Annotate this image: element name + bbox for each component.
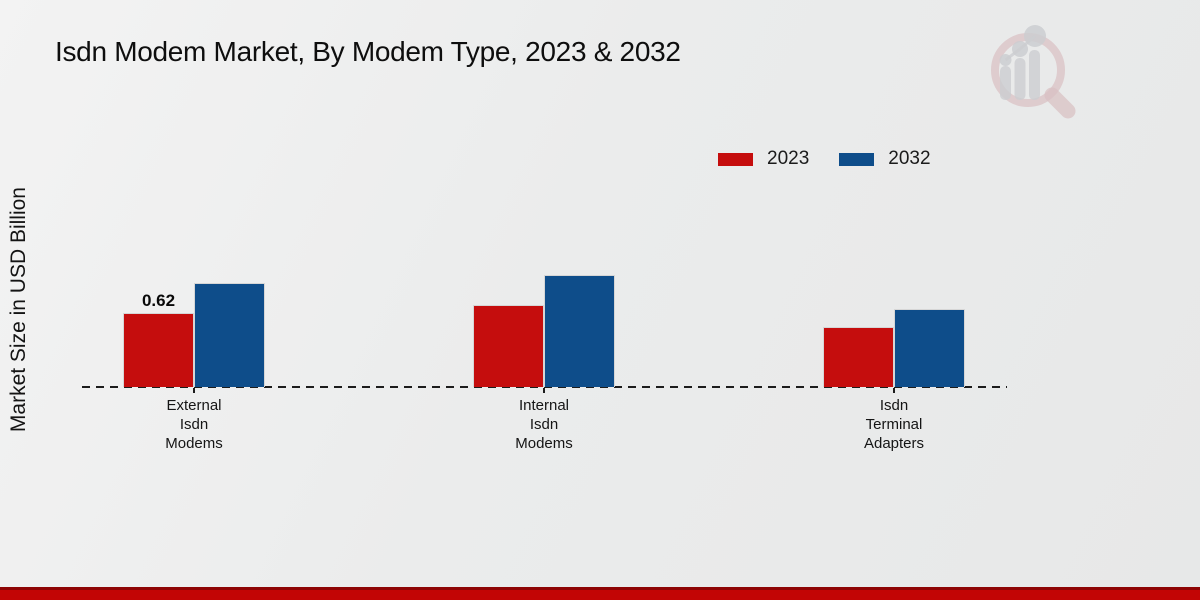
bar-2032-category-0 (194, 283, 265, 387)
bar-2032-category-1 (544, 275, 615, 387)
market-research-future-logo (991, 25, 1076, 119)
bar-2023-category-2 (823, 327, 894, 387)
bar-2023-category-0 (123, 313, 194, 387)
legend: 2023 2032 (718, 148, 931, 170)
x-axis-tick (543, 388, 545, 393)
logo-bars (1000, 50, 1040, 100)
bar-2023-category-1 (473, 305, 544, 387)
y-axis-label-container: Market Size in USD Billion (2, 140, 36, 480)
chart-title: Isdn Modem Market, By Modem Type, 2023 &… (55, 36, 681, 67)
legend-label-2032: 2032 (888, 148, 931, 169)
bar-2032-category-2 (894, 309, 965, 387)
x-axis-tick (893, 388, 895, 393)
bar-value-label: 0.62 (141, 291, 176, 310)
logo-trend-line (1004, 34, 1036, 62)
footer-stripe (0, 587, 1200, 600)
x-axis-tick (193, 388, 195, 393)
legend-label-2023: 2023 (767, 148, 810, 169)
category-label: Internal Isdn Modems (515, 397, 573, 452)
legend-item-2023: 2023 (718, 148, 809, 170)
logo-trend-dots (999, 25, 1046, 66)
legend-swatch-2023 (718, 152, 753, 166)
y-axis-label: Market Size in USD Billion (7, 187, 30, 433)
category-label: Isdn Terminal Adapters (863, 397, 925, 452)
logo-magnifier-ring (991, 33, 1065, 107)
x-axis-baseline (82, 386, 1007, 388)
legend-item-2032: 2032 (839, 148, 931, 170)
legend-swatch-2032 (839, 152, 875, 166)
category-label: External Isdn Modems (165, 397, 223, 452)
logo-magnifier-handle (1044, 87, 1076, 119)
